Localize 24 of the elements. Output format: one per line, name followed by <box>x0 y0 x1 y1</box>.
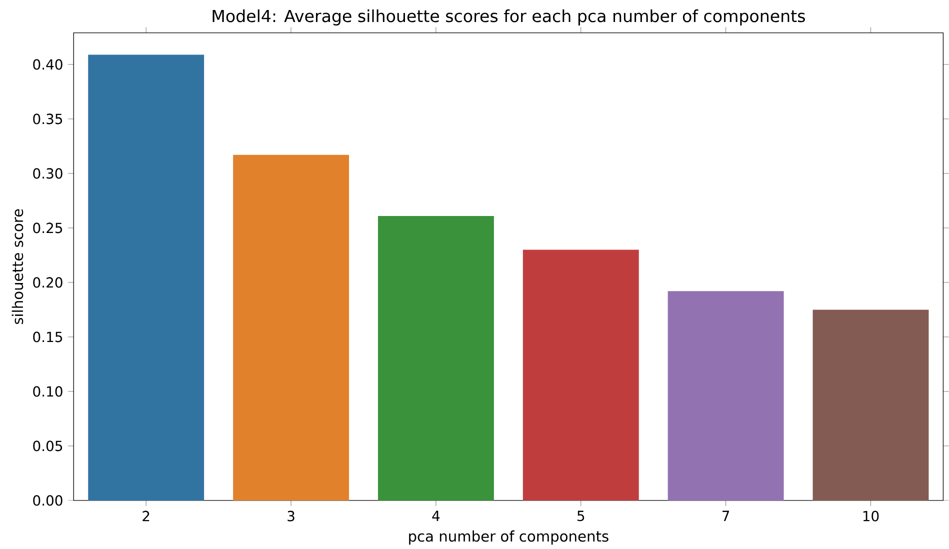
bar <box>233 154 349 500</box>
bar <box>668 291 784 500</box>
y-tick-label: 0.00 <box>33 495 62 506</box>
y-tick-label: 0.20 <box>33 277 62 288</box>
bar <box>522 250 639 500</box>
chart-title: Model4: Average silhouette scores for each pca number of components <box>212 9 805 26</box>
bar <box>88 54 204 500</box>
y-tick-label: 0.35 <box>33 114 62 124</box>
y-tick-label: 0.40 <box>33 59 62 70</box>
x-tick-label: 5 <box>578 510 584 522</box>
y-tick-label: 0.05 <box>33 440 62 452</box>
y-tick-label: 0.30 <box>33 168 62 179</box>
x-tick-label: 4 <box>432 510 440 521</box>
y-tick-label: 0.15 <box>33 332 62 342</box>
bar <box>812 310 929 500</box>
x-tick-label: 7 <box>722 510 730 521</box>
y-axis-title: silhouette score <box>12 209 24 324</box>
x-tick-label: 10 <box>863 510 879 522</box>
x-tick-label: 3 <box>288 510 294 522</box>
x-tick-label: 2 <box>142 510 150 522</box>
bar <box>378 216 494 500</box>
y-tick-label: 0.25 <box>33 222 62 234</box>
y-tick-label: 0.10 <box>33 386 62 397</box>
x-axis-title: pca number of components <box>409 530 608 545</box>
